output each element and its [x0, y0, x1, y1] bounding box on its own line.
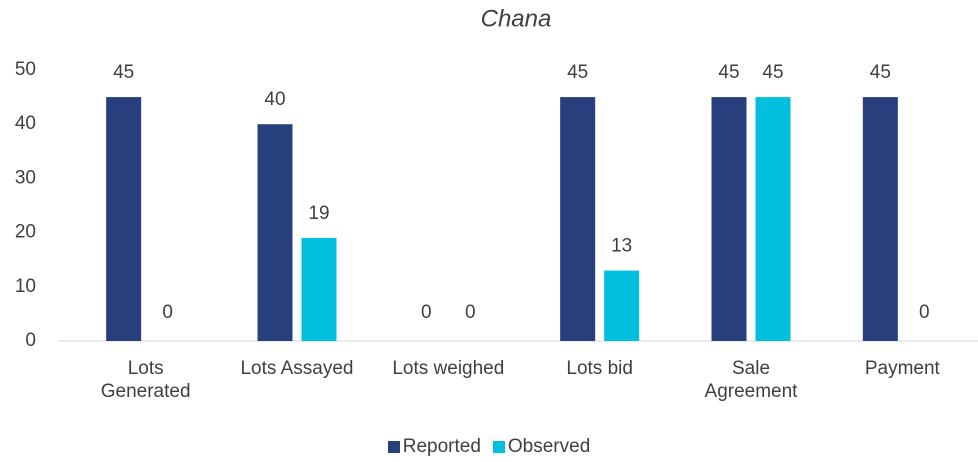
data-label: 0: [919, 302, 930, 323]
bar: [755, 97, 791, 341]
legend: Reported Observed: [0, 436, 978, 459]
legend-label: Reported: [402, 436, 481, 457]
data-label: 40: [264, 89, 285, 110]
data-label: 45: [567, 62, 588, 83]
legend-swatch: [492, 441, 505, 453]
bar: [257, 124, 293, 341]
legend-swatch: [387, 441, 400, 453]
y-tick-label: 10: [15, 276, 36, 297]
bar: [862, 97, 898, 341]
data-label: 45: [113, 62, 134, 83]
data-label: 13: [611, 236, 632, 257]
data-label: 45: [718, 62, 739, 83]
y-tick-label: 50: [15, 59, 36, 80]
x-tick-label: Lots weighed: [392, 358, 505, 379]
y-tick-label: 0: [25, 330, 36, 351]
x-tick-label: Lots Assayed: [240, 358, 354, 379]
chart-title: Chana: [481, 5, 552, 32]
data-label: 0: [465, 302, 476, 323]
bar: [301, 238, 337, 341]
y-tick-label: 30: [15, 167, 36, 188]
data-label: 45: [870, 62, 891, 83]
y-tick-label: 20: [15, 222, 36, 243]
data-label: 19: [308, 203, 329, 224]
data-label: 0: [162, 302, 173, 323]
legend-item: Observed: [492, 436, 591, 458]
bar: [106, 97, 142, 341]
legend-label: Observed: [507, 436, 591, 457]
data-label: 45: [762, 62, 783, 83]
x-tick-label: Lots bid: [566, 358, 633, 379]
x-tick-label: Payment: [864, 358, 940, 379]
bar: [604, 270, 640, 341]
bar: [711, 97, 747, 341]
y-tick-label: 40: [15, 113, 36, 134]
legend-item: Reported: [387, 436, 481, 458]
x-tick-label: Sale Agreement: [704, 358, 798, 402]
data-label: 0: [421, 302, 432, 323]
bar: [560, 97, 596, 341]
x-tick-label: Lots Generated: [100, 358, 191, 402]
